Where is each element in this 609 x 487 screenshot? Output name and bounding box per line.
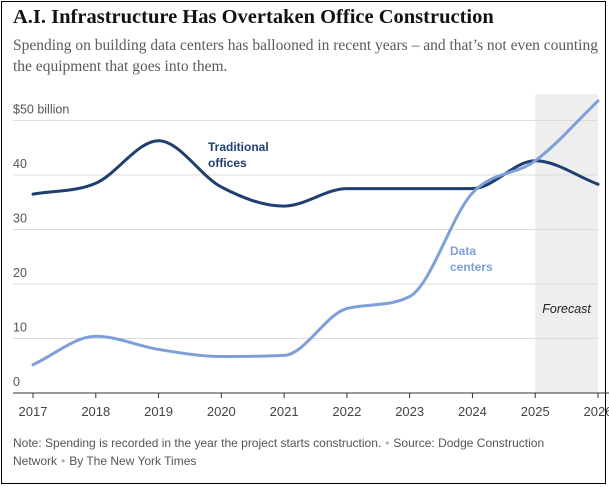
x-tick-label: 2025 — [521, 404, 550, 419]
footnote: Note: Spending is recorded in the year t… — [13, 436, 382, 450]
y-tick-label: 10 — [13, 321, 27, 335]
y-tick-label: 20 — [13, 266, 27, 280]
series-label-data-centers: Data centers — [450, 244, 493, 274]
forecast-label: Forecast — [542, 302, 591, 316]
x-tick-label: 2024 — [458, 404, 487, 419]
y-tick-label: 30 — [13, 212, 27, 226]
y-tick-label: 0 — [13, 375, 20, 389]
chart-footer: Note: Spending is recorded in the year t… — [13, 434, 593, 470]
x-tick-label: 2018 — [81, 404, 110, 419]
x-tick-label: 2017 — [19, 404, 48, 419]
y-tick-label: $50 billion — [13, 103, 69, 117]
footer-separator: • — [61, 454, 66, 468]
chart-title: A.I. Infrastructure Has Overtaken Office… — [13, 6, 494, 28]
x-tick-label: 2026 — [584, 404, 609, 419]
series-line-data-centers — [31, 99, 600, 367]
byline: By The New York Times — [69, 454, 197, 468]
source-credit: Source: Dodge Construction Network — [13, 436, 545, 468]
x-tick-label: 2019 — [144, 404, 173, 419]
x-tick-label: 2020 — [207, 404, 236, 419]
x-tick-label: 2021 — [270, 404, 299, 419]
footer-separator: • — [385, 436, 390, 450]
x-tick-label: 2022 — [332, 404, 361, 419]
forecast-region — [535, 94, 598, 393]
series-label-traditional-offices: Traditional offices — [208, 140, 269, 170]
y-tick-label: 40 — [13, 157, 27, 171]
series-line-traditional-offices — [31, 139, 600, 208]
x-tick-label: 2023 — [395, 404, 424, 419]
chart-subtitle: Spending on building data centers has ba… — [13, 37, 598, 75]
